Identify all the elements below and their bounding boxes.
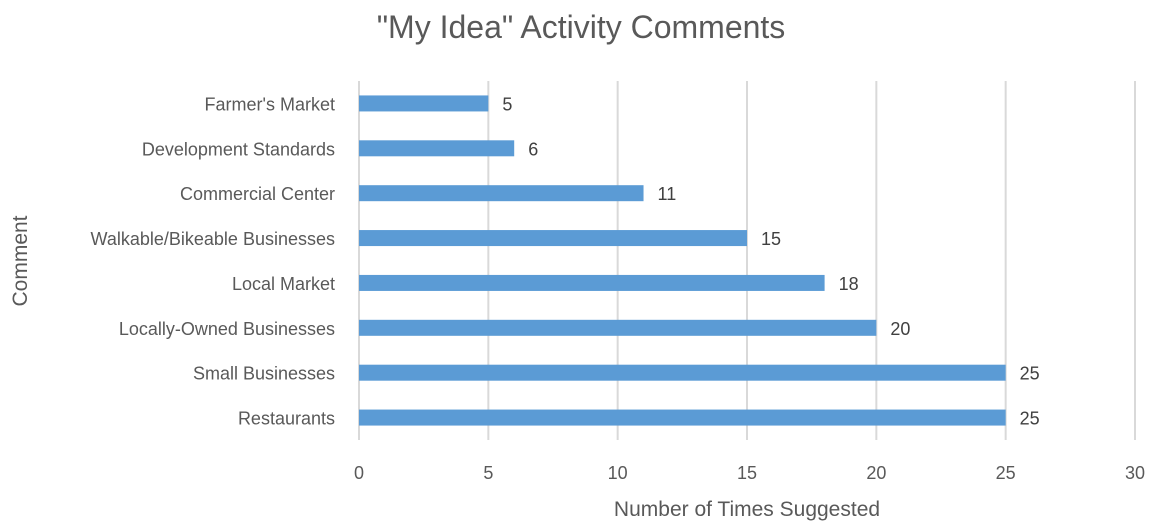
data-label: 20	[890, 319, 910, 339]
bar	[359, 274, 825, 291]
category-label: Local Market	[232, 274, 335, 294]
gridlines	[358, 81, 1136, 440]
bar	[359, 230, 747, 247]
category-labels: Farmer's Market Development Standards Comm…	[91, 94, 335, 428]
x-tick-label: 5	[483, 463, 493, 483]
data-labels: 5 6 11 15 18 20 25 25	[502, 94, 1039, 428]
data-label: 11	[658, 184, 677, 204]
x-tick-label: 0	[354, 463, 364, 483]
category-label: Restaurants	[238, 409, 335, 429]
data-label: 15	[761, 229, 781, 249]
x-tick-label: 25	[996, 463, 1016, 483]
data-label: 25	[1020, 364, 1040, 384]
y-axis-title: Comment	[9, 215, 32, 306]
bar	[359, 185, 644, 202]
data-label: 5	[502, 94, 512, 114]
bars	[359, 95, 1006, 426]
x-tick-label: 10	[608, 463, 628, 483]
data-label: 18	[839, 274, 859, 294]
category-label: Development Standards	[142, 139, 335, 159]
x-tick-label: 20	[866, 463, 886, 483]
bar	[359, 95, 489, 112]
category-label: Small Businesses	[193, 364, 335, 384]
category-label: Farmer's Market	[205, 94, 335, 114]
x-tick-label: 15	[737, 463, 757, 483]
x-axis-title: Number of Times Suggested	[614, 498, 880, 521]
category-label: Commercial Center	[180, 184, 335, 204]
x-tick-labels: 0 5 10 15 20 25 30	[354, 463, 1145, 483]
bar	[359, 140, 515, 157]
chart-title: "My Idea" Activity Comments	[377, 9, 786, 45]
data-label: 6	[528, 139, 538, 159]
x-tick-label: 30	[1125, 463, 1145, 483]
category-label: Walkable/Bikeable Businesses	[91, 229, 335, 249]
bar	[359, 409, 1006, 426]
data-label: 25	[1020, 409, 1040, 429]
category-label: Locally-Owned Businesses	[119, 319, 335, 339]
bar	[359, 319, 877, 336]
bar	[359, 364, 1006, 381]
